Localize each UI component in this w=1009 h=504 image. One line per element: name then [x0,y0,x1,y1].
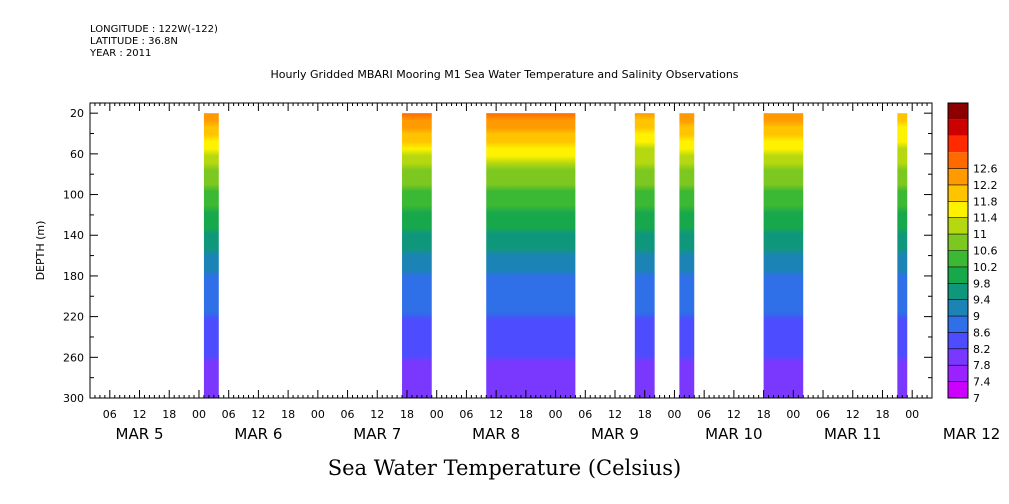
date-label: MAR 6 [234,425,282,443]
x-tick-label: 12 [370,408,384,421]
colorbar-label: 9.8 [973,277,991,290]
x-tick-label: 00 [667,408,681,421]
colorbar-swatch [948,250,968,267]
date-label: MAR 10 [705,425,762,443]
observation-segment [763,113,804,398]
colorbar-swatch [948,103,968,120]
colorbar: 7 7.4 7.8 8.2 8.6 9 9.4 9.8 10.2 10.6 11 11.4 11.8 12… [947,102,998,405]
colorbar-swatch [948,316,968,333]
x-tick-label: 00 [311,408,325,421]
colorbar-swatch [948,266,968,284]
x-tick-label: 12 [727,408,741,421]
observation-segment [634,113,655,398]
x-tick-label: 18 [519,408,533,421]
longitude-label: LONGITUDE : 122W(-122) [90,24,218,35]
x-axis: 06 12 18 00 06 12 18 00 06 12 18 00 06 12 18 00 06 12 18 00… [89,103,1000,443]
colorbar-swatch [948,365,968,382]
colorbar-swatch [948,217,968,235]
observation-segments [203,113,908,398]
colorbar-label: 8.6 [973,326,991,339]
x-tick-label: 06 [459,408,473,421]
colorbar-label: 11.4 [973,212,998,225]
colorbar-swatch [948,119,968,136]
observation-segment [203,113,219,398]
date-label: MAR 7 [353,425,401,443]
date-label: MAR 9 [591,425,639,443]
observation-segment [679,113,695,398]
y-tick-label: 300 [63,392,84,405]
colorbar-swatch [948,184,968,202]
colorbar-swatch [948,283,968,300]
colorbar-label: 7 [973,392,980,405]
x-tick-label: 06 [816,408,830,421]
date-label: MAR 5 [116,425,164,443]
x-tick-label: 12 [133,408,147,421]
colorbar-label: 9.4 [973,294,991,307]
x-tick-label: 00 [905,408,919,421]
x-tick-label: 18 [162,408,176,421]
observation-segment [486,113,576,398]
colorbar-swatch [948,201,968,218]
y-axis: 20 60 100 140 180 220 260 300 [63,107,932,405]
x-tick-label: 12 [489,408,503,421]
y-axis-label: DEPTH (m) [34,221,47,281]
x-tick-label: 06 [103,408,117,421]
colorbar-label: 12.6 [973,163,998,176]
colorbar-label: 7.8 [973,359,991,372]
x-tick-label: 06 [341,408,355,421]
x-tick-label: 06 [222,408,236,421]
colorbar-label: 11 [973,228,987,241]
date-label: MAR 8 [472,425,520,443]
x-tick-label: 12 [251,408,265,421]
colorbar-swatch [948,135,968,153]
x-tick-label: 00 [786,408,800,421]
x-axis-title: Sea Water Temperature (Celsius) [327,456,682,480]
colorbar-label: 8.2 [973,343,991,356]
y-tick-label: 140 [63,229,84,242]
colorbar-swatch [948,168,968,185]
colorbar-swatch [948,381,968,398]
colorbar-label: 10.6 [973,245,998,258]
x-tick-label: 12 [846,408,860,421]
x-tick-label: 18 [757,408,771,421]
latitude-label: LATITUDE : 36.8N [90,36,178,47]
y-tick-label: 220 [63,311,84,324]
x-tick-label: 00 [192,408,206,421]
chart-title: Hourly Gridded MBARI Mooring M1 Sea Wate… [270,68,739,81]
y-tick-label: 60 [70,148,84,161]
colorbar-swatch [948,332,968,349]
observation-segment [402,113,432,398]
observation-segment [897,113,908,398]
x-tick-label: 18 [638,408,652,421]
colorbar-swatch [948,152,968,169]
x-tick-label: 18 [281,408,295,421]
y-tick-label: 260 [63,351,84,364]
x-tick-label: 00 [549,408,563,421]
x-tick-label: 06 [578,408,592,421]
colorbar-label: 12.2 [973,179,998,192]
date-label: MAR 12 [943,425,1000,443]
x-tick-label: 18 [400,408,414,421]
y-tick-label: 180 [63,270,84,283]
x-tick-label: 18 [875,408,889,421]
y-tick-label: 100 [63,189,84,202]
year-label: YEAR : 2011 [90,48,152,59]
colorbar-swatch [948,348,968,366]
date-label: MAR 11 [824,425,881,443]
colorbar-label: 7.4 [973,376,991,389]
colorbar-label: 9 [973,310,980,323]
x-tick-label: 06 [697,408,711,421]
y-tick-label: 20 [70,107,84,120]
colorbar-label: 10.2 [973,261,998,274]
colorbar-swatch [948,234,968,251]
colorbar-swatch [948,299,968,317]
x-tick-label: 12 [608,408,622,421]
colorbar-label: 11.8 [973,195,998,208]
x-tick-label: 00 [430,408,444,421]
